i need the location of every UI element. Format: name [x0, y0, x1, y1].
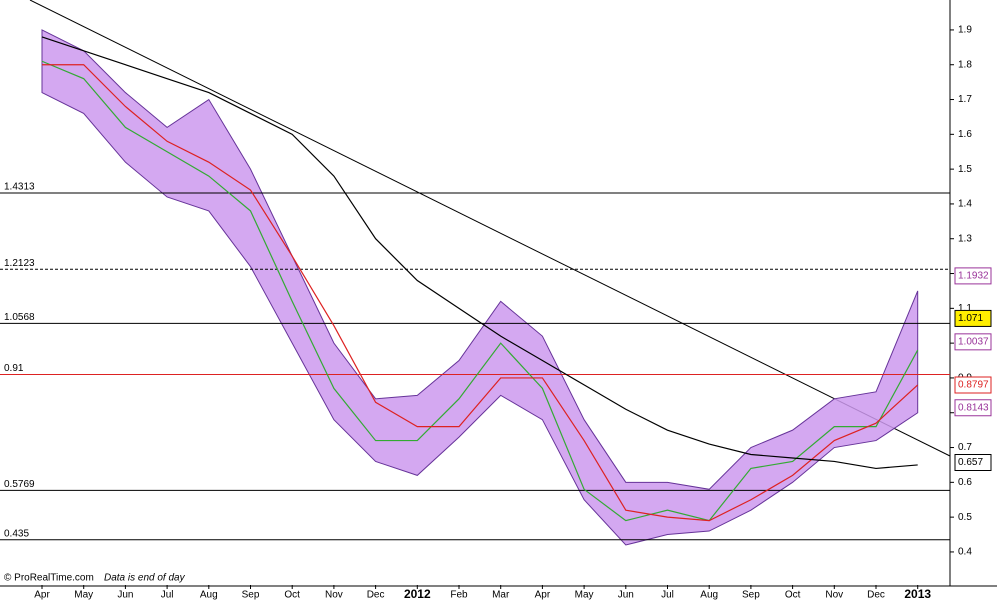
y-tick-label: 0.6	[958, 477, 972, 488]
x-tick-label: 2013	[904, 587, 931, 601]
price-tag-label: 1.071	[958, 313, 983, 324]
series-line	[41, 60, 919, 522]
data-note: Data is end of day	[104, 573, 186, 584]
x-tick-label: 2012	[404, 587, 431, 601]
series-line	[41, 36, 918, 470]
y-tick-label: 1.9	[958, 25, 972, 36]
price-tag-label: 1.1932	[958, 271, 989, 282]
y-tick-label: 1.7	[958, 94, 972, 105]
x-tick-label: Oct	[785, 590, 801, 601]
price-tag	[954, 454, 992, 472]
x-tick-label: Nov	[325, 590, 343, 601]
bollinger-band	[41, 29, 919, 546]
price-tag-label: 1.0037	[958, 336, 989, 347]
source: © ProRealTime.com	[4, 573, 94, 584]
y-tick-label: 0.5	[958, 512, 972, 523]
x-tick-label: Feb	[450, 590, 468, 601]
y-tick-label: 1.8	[958, 59, 972, 70]
x-tick-label: Sep	[742, 590, 760, 601]
x-tick-label: May	[575, 590, 594, 601]
price-tag	[954, 309, 992, 327]
x-tick-label: May	[74, 590, 93, 601]
y-tick-label: 1.1	[958, 303, 972, 314]
level-label: 0.91	[4, 363, 24, 374]
x-tick-label: Jun	[117, 590, 133, 601]
y-tick-label: 1.6	[958, 129, 972, 140]
series-line	[42, 64, 919, 522]
level-label: 1.2123	[4, 258, 35, 269]
price-tag-label: 0.657	[958, 457, 983, 468]
price-tag	[954, 376, 992, 394]
x-tick-label: Dec	[367, 590, 385, 601]
y-tick-label: 1.5	[958, 164, 972, 175]
level-label: 1.4313	[4, 182, 35, 193]
trend-line	[29, 0, 951, 457]
price-tag	[954, 267, 992, 285]
price-tag-label: 0.8143	[958, 402, 989, 413]
x-tick-label: Jun	[618, 590, 634, 601]
level-label: 0.5769	[4, 479, 35, 490]
x-tick-label: Sep	[242, 590, 260, 601]
x-tick-label: Apr	[34, 590, 50, 601]
x-tick-label: Dec	[867, 590, 885, 601]
x-tick-label: Aug	[700, 590, 718, 601]
y-tick-label: 1.3	[958, 233, 972, 244]
y-tick-label: 1.4	[958, 199, 972, 210]
level-label: 1.0568	[4, 312, 35, 323]
x-tick-label: Jul	[661, 590, 674, 601]
x-tick-label: Nov	[825, 590, 843, 601]
level-label: 0.435	[4, 528, 29, 539]
x-tick-label: Apr	[535, 590, 551, 601]
price-tag	[954, 399, 992, 417]
price-tag	[954, 333, 992, 351]
x-tick-label: Oct	[284, 590, 300, 601]
y-tick-label: 0.4	[958, 547, 972, 558]
x-tick-label: Aug	[200, 590, 218, 601]
x-tick-label: Mar	[492, 590, 510, 601]
y-tick-label: 0.7	[958, 442, 972, 453]
price-tag-label: 0.8797	[958, 380, 989, 391]
x-tick-label: Jul	[161, 590, 174, 601]
